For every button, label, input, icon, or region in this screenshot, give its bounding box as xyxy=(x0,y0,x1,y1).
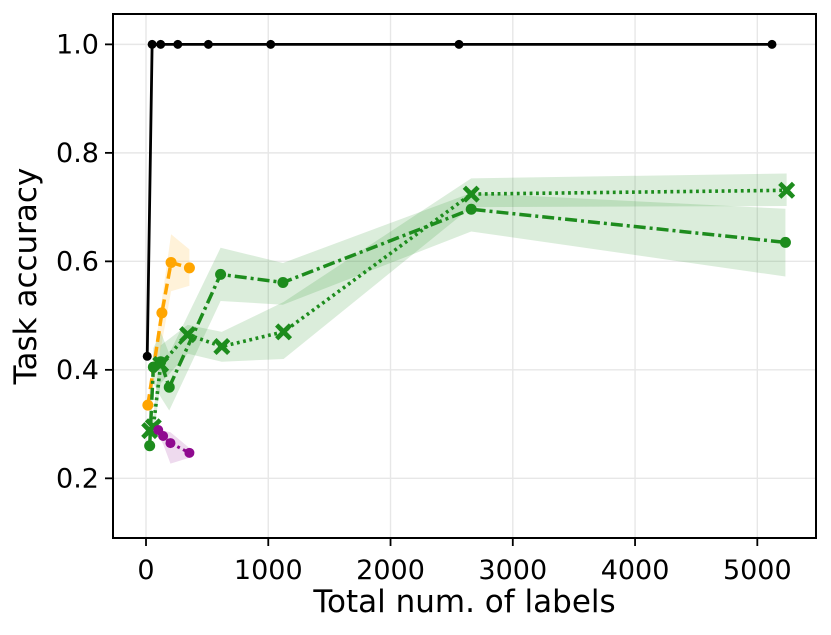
axes-spines xyxy=(112,13,817,539)
marker-green-dotted-x xyxy=(179,326,197,344)
x-tick-label: 0 xyxy=(137,555,154,586)
marker-green-dashdot-circles xyxy=(277,277,289,289)
x-tick-label: 2000 xyxy=(356,555,425,586)
marker-black-solid-circles xyxy=(266,39,276,49)
marker-green-dotted-x xyxy=(462,185,480,203)
marker-green-dotted-x xyxy=(152,355,170,373)
marker-orange-dashed-circles xyxy=(183,262,195,274)
x-tick-label: 3000 xyxy=(478,555,547,586)
marker-black-solid-circles xyxy=(173,39,183,49)
marker-purple-dotted-circles xyxy=(165,438,176,449)
marker-purple-dotted-circles xyxy=(184,447,195,458)
marker-black-solid-circles xyxy=(454,39,464,49)
marker-orange-dashed-circles xyxy=(156,307,168,319)
line-orange-dashed-circles xyxy=(146,260,190,406)
y-tick-label: 0.8 xyxy=(56,138,99,169)
marker-black-solid-circles xyxy=(147,39,157,49)
marker-green-dashdot-circles xyxy=(144,440,156,452)
marker-green-dotted-x xyxy=(778,181,796,199)
x-tick-label: 4000 xyxy=(601,555,670,586)
x-tick-label: 1000 xyxy=(234,555,303,586)
marker-green-dotted-x xyxy=(213,338,231,356)
y-tick-label: 1.0 xyxy=(56,29,99,60)
y-tick-label: 0.6 xyxy=(56,246,99,277)
marker-green-dashdot-circles xyxy=(779,236,791,248)
band-green-dotted-x xyxy=(149,173,787,438)
marker-black-solid-circles xyxy=(767,39,777,49)
line-purple-dotted-circles xyxy=(157,429,191,455)
marker-green-dashdot-circles xyxy=(465,203,477,215)
y-tick-label: 0.2 xyxy=(56,463,99,494)
marker-orange-dashed-circles xyxy=(142,399,154,411)
marker-green-dotted-x xyxy=(275,323,293,341)
marker-black-solid-circles xyxy=(142,351,152,361)
marker-green-dashdot-circles xyxy=(163,381,175,393)
marker-purple-dotted-circles xyxy=(158,431,169,442)
band-orange-dashed-circles xyxy=(147,234,190,411)
x-axis-label: Total num. of labels xyxy=(313,584,616,620)
y-axis-label: Task accuracy xyxy=(8,167,44,385)
marker-black-solid-circles xyxy=(203,39,213,49)
x-tick-label: 5000 xyxy=(723,555,792,586)
band-green-dashdot-circles xyxy=(149,193,786,452)
marker-green-dashdot-circles xyxy=(215,268,227,280)
marker-black-solid-circles xyxy=(156,39,166,49)
marker-orange-dashed-circles xyxy=(165,256,177,268)
y-tick-label: 0.4 xyxy=(56,355,99,386)
